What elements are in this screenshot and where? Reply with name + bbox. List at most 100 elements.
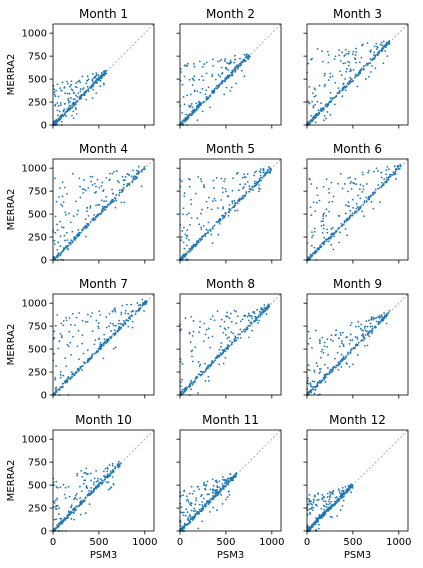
scatter-point	[78, 358, 80, 361]
scatter-point	[80, 490, 83, 493]
scatter-point	[86, 225, 89, 228]
scatter-point	[54, 378, 57, 381]
scatter-point	[76, 100, 78, 103]
scatter-point	[195, 499, 198, 502]
scatter-point	[222, 207, 224, 210]
scatter-point	[325, 214, 327, 217]
scatter-point	[265, 313, 268, 315]
scatter-point	[362, 329, 365, 332]
scatter-point	[207, 86, 210, 89]
y-tick-label: 250	[28, 233, 47, 244]
scatter-point	[66, 109, 69, 112]
scatter-point	[82, 361, 85, 364]
scatter-point	[340, 225, 343, 228]
scatter-point	[108, 178, 111, 181]
scatter-point	[334, 232, 336, 234]
scatter-point	[350, 348, 353, 350]
scatter-point	[312, 506, 315, 509]
scatter-point	[332, 490, 334, 493]
scatter-point	[313, 95, 316, 98]
scatter-point	[345, 52, 348, 55]
scatter-point	[214, 359, 216, 362]
scatter-point	[344, 228, 347, 230]
scatter-point	[386, 165, 389, 168]
scatter-point	[264, 310, 267, 313]
scatter-point	[234, 203, 236, 205]
scatter-point	[52, 506, 55, 508]
scatter-point	[56, 524, 59, 526]
scatter-point	[191, 355, 193, 358]
scatter-point	[257, 181, 260, 184]
scatter-point	[316, 505, 318, 507]
scatter-point	[337, 214, 340, 217]
scatter-point	[205, 89, 208, 92]
scatter-point	[198, 488, 201, 491]
scatter-point	[103, 333, 106, 336]
scatter-point	[355, 61, 357, 64]
scatter-point	[266, 308, 269, 311]
scatter-point	[66, 192, 68, 195]
scatter-point	[242, 329, 245, 331]
scatter-point	[245, 191, 248, 193]
scatter-point	[308, 369, 311, 372]
scatter-point	[220, 494, 223, 496]
panel-title: Month 8	[206, 277, 255, 291]
scatter-point	[137, 165, 140, 168]
scatter-point	[354, 178, 357, 180]
scatter-point	[191, 245, 193, 248]
scatter-point	[207, 366, 210, 369]
scatter-point	[66, 239, 69, 242]
scatter-point	[364, 334, 367, 336]
scatter-point	[128, 174, 131, 176]
scatter-point	[77, 228, 80, 231]
scatter-point	[115, 199, 118, 202]
scatter-point	[218, 363, 221, 366]
scatter-point	[261, 177, 264, 179]
scatter-point	[53, 122, 56, 125]
scatter-point	[367, 62, 370, 65]
scatter-point	[372, 207, 375, 210]
scatter-point	[105, 177, 108, 179]
scatter-point	[355, 210, 357, 213]
scatter-point	[365, 183, 368, 185]
scatter-point	[217, 207, 219, 209]
scatter-point	[315, 362, 318, 365]
scatter-point	[213, 224, 216, 227]
scatter-point	[129, 318, 132, 320]
scatter-point	[325, 208, 328, 211]
scatter-point	[338, 241, 341, 244]
scatter-point	[234, 335, 237, 338]
scatter-point	[59, 486, 62, 489]
scatter-point	[112, 192, 114, 195]
scatter-point	[236, 202, 239, 205]
scatter-point	[187, 498, 189, 501]
scatter-point	[322, 377, 325, 379]
scatter-point	[225, 347, 227, 349]
scatter-point	[341, 95, 344, 98]
scatter-point	[53, 256, 56, 259]
scatter-point	[195, 102, 198, 105]
scatter-point	[359, 183, 362, 186]
scatter-point	[345, 70, 348, 73]
scatter-point	[94, 339, 97, 342]
scatter-point	[224, 58, 227, 60]
scatter-point	[225, 480, 228, 483]
scatter-point	[339, 70, 342, 73]
scatter-point	[116, 463, 119, 466]
scatter-point	[118, 319, 121, 322]
scatter-point	[99, 85, 102, 88]
scatter-point	[345, 488, 348, 491]
scatter-point	[188, 112, 191, 115]
scatter-point	[327, 503, 329, 506]
scatter-point	[345, 491, 348, 493]
scatter-point	[226, 348, 228, 351]
scatter-point	[345, 67, 348, 70]
scatter-point	[200, 212, 202, 215]
scatter-point	[323, 236, 326, 239]
scatter-point	[100, 77, 103, 79]
scatter-point	[141, 304, 144, 307]
scatter-point	[185, 252, 187, 255]
scatter-point	[218, 348, 221, 351]
scatter-point	[96, 74, 98, 76]
scatter-point	[325, 240, 328, 243]
